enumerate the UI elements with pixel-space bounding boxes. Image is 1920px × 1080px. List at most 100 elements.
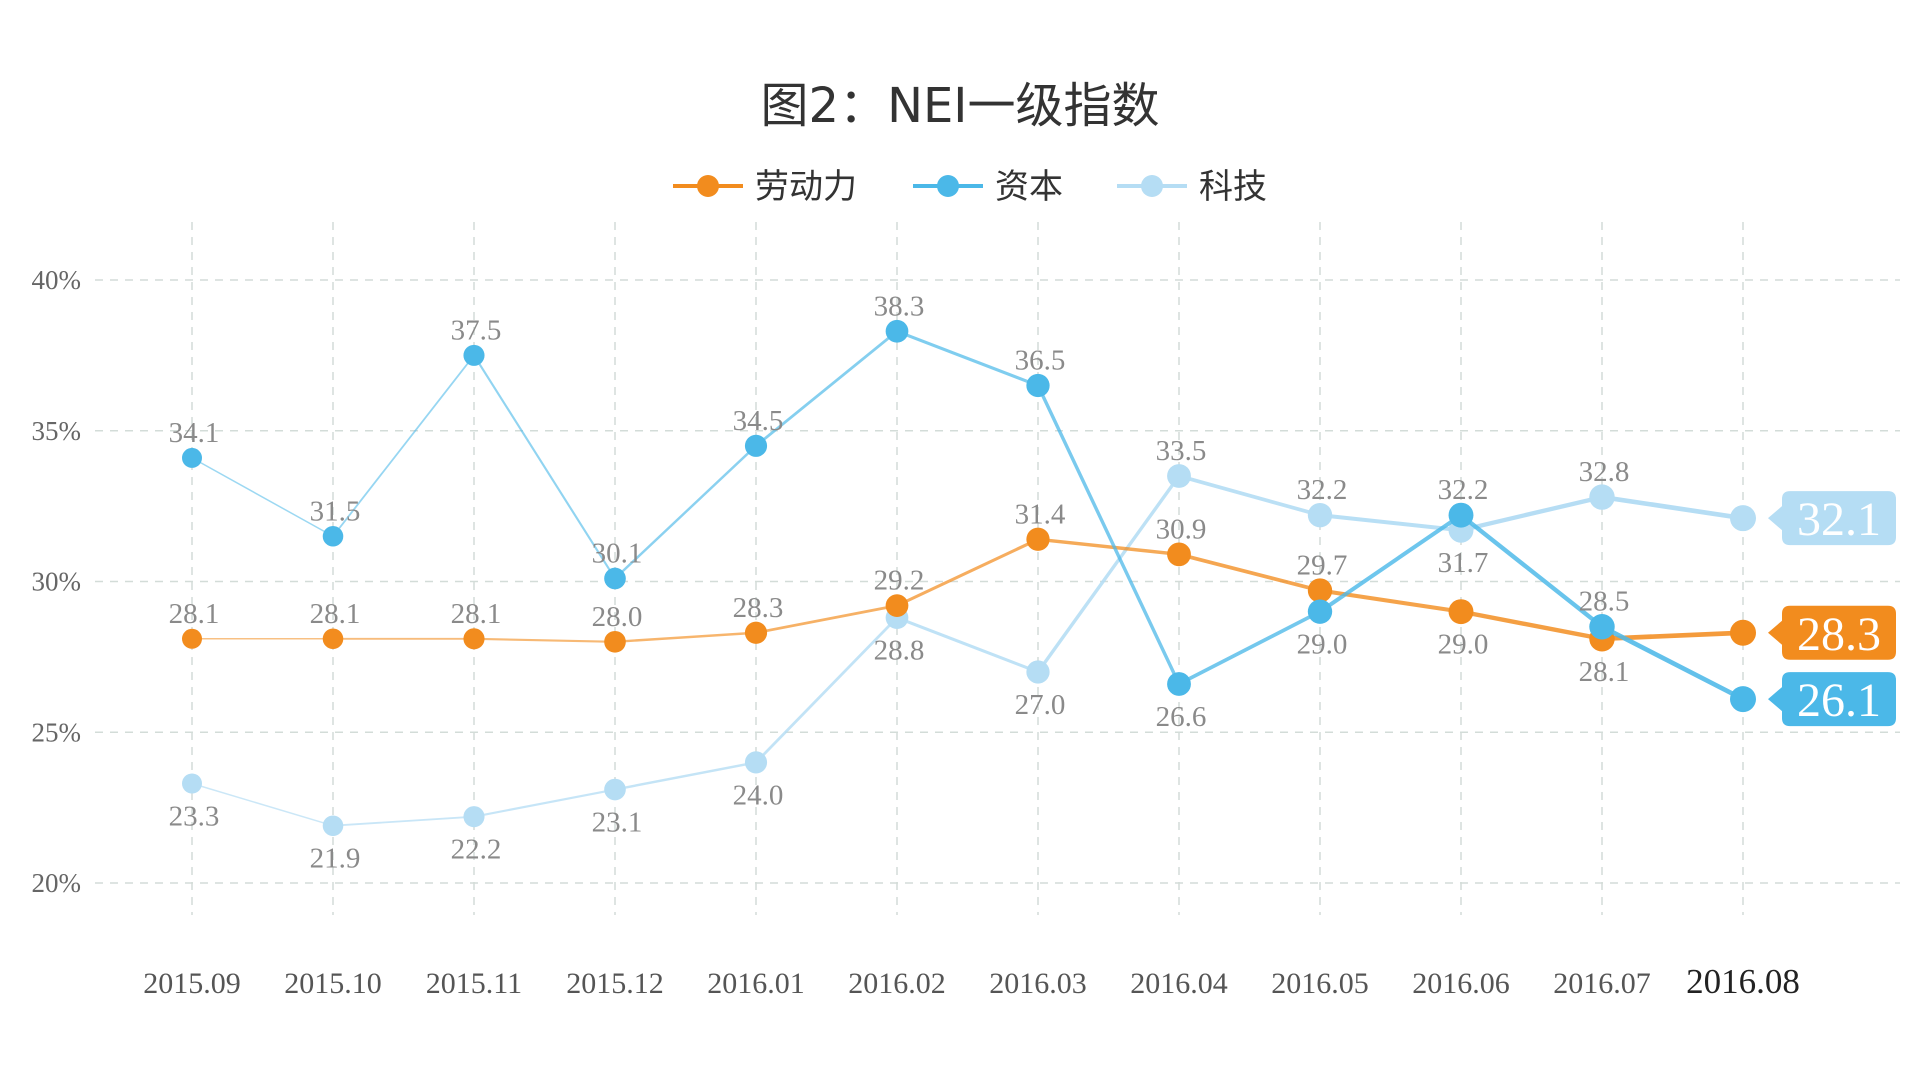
data-point[interactable] bbox=[744, 621, 768, 644]
series-layer bbox=[182, 319, 1756, 836]
data-label: 23.1 bbox=[592, 807, 643, 839]
series-labor bbox=[182, 527, 1756, 653]
data-label: 29.0 bbox=[1438, 629, 1489, 661]
data-point[interactable] bbox=[1167, 464, 1191, 488]
data-point[interactable] bbox=[744, 434, 768, 457]
data-point[interactable] bbox=[1167, 672, 1191, 696]
data-label: 34.1 bbox=[169, 417, 220, 449]
data-point[interactable] bbox=[322, 526, 344, 547]
data-point[interactable] bbox=[463, 344, 485, 366]
data-point[interactable] bbox=[1307, 502, 1333, 528]
series-line-segment bbox=[613, 444, 758, 580]
series-line-segment bbox=[1458, 494, 1605, 533]
series-line-segment bbox=[191, 457, 334, 538]
y-tick-label: 40% bbox=[32, 265, 82, 295]
series-line-segment bbox=[1317, 513, 1464, 533]
series-line-segment bbox=[472, 788, 617, 818]
data-label: 28.8 bbox=[874, 635, 925, 667]
data-point[interactable] bbox=[744, 751, 768, 774]
data-point[interactable] bbox=[182, 628, 202, 649]
x-tick-label: 2015.10 bbox=[284, 967, 382, 1000]
data-point[interactable] bbox=[1730, 505, 1756, 532]
data-point[interactable] bbox=[885, 319, 909, 343]
data-point[interactable] bbox=[885, 594, 909, 617]
x-tick-label: 2016.01 bbox=[707, 967, 805, 1000]
y-tick-label: 30% bbox=[32, 567, 82, 597]
data-point[interactable] bbox=[1730, 619, 1756, 646]
x-axis: 2015.09 2015.10 2015.11 2015.12 2016.01 2016.… bbox=[143, 962, 1800, 1001]
data-point[interactable] bbox=[604, 630, 626, 653]
data-label: 23.3 bbox=[169, 801, 220, 833]
data-label: 28.5 bbox=[1579, 586, 1630, 618]
data-label: 27.0 bbox=[1015, 689, 1066, 721]
data-point[interactable] bbox=[1026, 660, 1050, 684]
data-label: 21.9 bbox=[310, 843, 361, 875]
data-label: 38.3 bbox=[874, 290, 925, 322]
data-label: 28.1 bbox=[310, 598, 361, 630]
series-line-segment bbox=[191, 782, 334, 827]
series-line-segment bbox=[1036, 537, 1181, 557]
data-label: 28.1 bbox=[169, 598, 220, 630]
data-label: 34.5 bbox=[733, 405, 784, 437]
data-label: 32.2 bbox=[1438, 474, 1489, 506]
x-tick-label: 2016.02 bbox=[848, 967, 946, 1000]
series-line-segment bbox=[1317, 588, 1464, 614]
series-line-segment bbox=[754, 604, 899, 635]
x-tick-label: 2016.04 bbox=[1130, 967, 1228, 1000]
end-label-box bbox=[1768, 605, 1896, 660]
data-label: 30.9 bbox=[1156, 513, 1207, 545]
series-line-segment bbox=[1599, 494, 1746, 521]
data-point[interactable] bbox=[1589, 613, 1615, 640]
end-label-callout: 28.3 bbox=[1768, 605, 1896, 661]
data-label: 28.3 bbox=[733, 592, 784, 624]
data-point[interactable] bbox=[322, 815, 344, 836]
legend-item[interactable]: 劳动力 bbox=[673, 167, 857, 207]
legend-swatch-marker bbox=[937, 175, 959, 197]
series-line-segment bbox=[895, 616, 1040, 674]
data-point[interactable] bbox=[1448, 599, 1474, 625]
data-point[interactable] bbox=[1589, 484, 1615, 510]
series-line-segment bbox=[1458, 512, 1605, 629]
series-line-segment bbox=[1036, 383, 1181, 686]
data-point[interactable] bbox=[322, 628, 344, 650]
series-line-segment bbox=[1458, 609, 1605, 641]
series-line-segment bbox=[1599, 624, 1746, 702]
data-point[interactable] bbox=[1167, 542, 1191, 567]
data-label: 26.6 bbox=[1156, 701, 1207, 733]
data-point[interactable] bbox=[182, 773, 202, 794]
x-tick-label: 2016.06 bbox=[1412, 967, 1510, 1000]
series-line-segment bbox=[895, 537, 1040, 608]
series-capital bbox=[182, 319, 1756, 713]
legend-item[interactable]: 科技 bbox=[1117, 167, 1267, 207]
data-point[interactable] bbox=[1026, 527, 1050, 551]
data-point[interactable] bbox=[1026, 373, 1050, 398]
legend-label: 劳动力 bbox=[755, 167, 857, 207]
data-point[interactable] bbox=[463, 806, 485, 828]
series-line-segment bbox=[1177, 552, 1322, 593]
data-label: 28.1 bbox=[451, 598, 502, 630]
data-point[interactable] bbox=[1307, 599, 1333, 624]
data-point[interactable] bbox=[604, 778, 626, 801]
x-tick-label: 2016.03 bbox=[989, 967, 1087, 1000]
data-point[interactable] bbox=[463, 628, 485, 650]
series-line-segment bbox=[1317, 513, 1464, 614]
data-point[interactable] bbox=[182, 447, 202, 468]
data-point[interactable] bbox=[1307, 578, 1333, 603]
data-point[interactable] bbox=[1448, 502, 1474, 528]
data-point[interactable] bbox=[1730, 686, 1756, 713]
data-point[interactable] bbox=[604, 567, 626, 590]
series-line-segment bbox=[1177, 609, 1322, 686]
series-line-segment bbox=[1036, 474, 1181, 674]
series-technology bbox=[182, 464, 1756, 836]
data-label: 31.5 bbox=[310, 495, 361, 527]
x-tick-label: 2015.12 bbox=[566, 967, 664, 1000]
series-line-segment bbox=[332, 354, 475, 538]
legend-item[interactable]: 资本 bbox=[913, 167, 1063, 207]
data-label: 24.0 bbox=[733, 779, 784, 811]
data-label: 32.8 bbox=[1579, 456, 1630, 488]
y-tick-label: 35% bbox=[32, 416, 82, 446]
series-line-segment bbox=[472, 637, 617, 643]
end-label-value: 26.1 bbox=[1797, 674, 1881, 727]
data-label: 31.7 bbox=[1438, 547, 1489, 579]
